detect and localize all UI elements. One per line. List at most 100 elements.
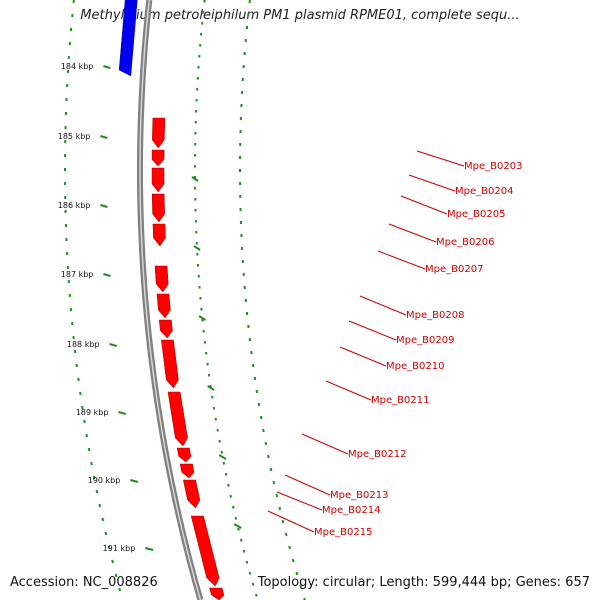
reverse-gene-arrow[interactable] (167, 391, 188, 447)
gene-label[interactable]: Mpe_B0204 (455, 186, 513, 197)
gc-dash (191, 176, 199, 182)
gc-dot (251, 582, 255, 586)
gene-label[interactable]: Mpe_B0211 (371, 395, 429, 406)
tick-mark (130, 479, 139, 483)
tick-label: 189 kbp (76, 408, 109, 417)
reverse-gene-arrow[interactable] (152, 223, 166, 247)
gc-dot (95, 489, 99, 494)
gene-leader-line (284, 474, 331, 496)
gene-leader-line (359, 295, 407, 316)
backbone-arc (137, 0, 204, 600)
gc-dot (87, 447, 91, 452)
tick-label: 186 kbp (58, 201, 91, 210)
gc-dot (239, 538, 243, 542)
gc-content-outer-track (64, 0, 122, 592)
tick-mark (103, 273, 111, 277)
skew-dot (291, 558, 295, 563)
gc-dot (90, 461, 93, 466)
reverse-gene-arrow[interactable] (161, 339, 179, 389)
gene-labels: Mpe_B0203 Mpe_B0204 Mpe_B0205 Mpe_B0206 Mpe_… (267, 150, 522, 538)
tick-label: 190 kbp (88, 476, 121, 485)
gene-label[interactable]: Mpe_B0210 (386, 361, 444, 372)
accession-text: Accession: NC_008826 (10, 575, 158, 590)
gc-dot (101, 517, 105, 522)
reverse-gene-arrow[interactable] (209, 587, 225, 600)
tick-mark (109, 343, 118, 347)
tick-label: 185 kbp (58, 132, 91, 141)
gc-dot (234, 516, 238, 520)
backbone-highlight (139, 0, 202, 600)
reverse-gene-arrow[interactable] (176, 447, 192, 463)
skew-dot (299, 584, 303, 589)
reverse-gene-arrow[interactable] (151, 193, 165, 223)
gc-dot (242, 549, 246, 553)
gc-dot (98, 503, 102, 508)
gc-dash (218, 454, 227, 460)
skew-dot (295, 571, 299, 576)
sequence-backbone (137, 0, 204, 600)
gc-dot (104, 531, 108, 536)
tick-label: 184 kbp (61, 62, 94, 71)
tick-mark (118, 411, 127, 415)
gene-label[interactable]: Mpe_B0203 (464, 161, 522, 172)
gene-leader-line (276, 491, 323, 511)
skew-dot (272, 480, 276, 485)
gene-leader-line (348, 320, 397, 341)
reverse-gene-arrow[interactable] (190, 515, 220, 587)
gc-dot (229, 494, 233, 498)
gc-dot (107, 545, 111, 550)
gene-leader-line (388, 223, 437, 243)
skew-dot (264, 441, 268, 446)
gene-label[interactable]: Mpe_B0207 (425, 264, 483, 275)
reverse-gene-arrow[interactable] (183, 479, 201, 509)
gc-dot (227, 483, 230, 487)
tick-mark (145, 547, 154, 551)
gc-dot (237, 527, 240, 531)
gene-label[interactable]: Mpe_B0213 (330, 490, 388, 501)
gene-label[interactable]: Mpe_B0212 (348, 449, 406, 460)
reverse-gene-arrow[interactable] (179, 463, 195, 479)
tick-mark (100, 204, 108, 208)
map-title: Methylibium petroleiphilum PM1 plasmid R… (80, 8, 520, 23)
gene-label[interactable]: Mpe_B0206 (436, 237, 494, 248)
reverse-gene-arrow[interactable] (152, 117, 166, 149)
tick-label: 191 kbp (103, 544, 136, 553)
gene-label[interactable]: Mpe_B0214 (322, 505, 380, 516)
gene-leader-line (408, 174, 456, 192)
skew-dot (267, 454, 270, 459)
reverse-gene-arrow[interactable] (154, 265, 169, 293)
topology-text: Topology: circular; Length: 599,444 bp; … (257, 575, 590, 590)
gc-dot (248, 571, 252, 575)
gene-leader-line (400, 195, 448, 215)
reverse-gene-arrow[interactable] (156, 293, 171, 319)
tick-label: 188 kbp (67, 340, 100, 349)
gc-dot (232, 505, 235, 509)
gene-leader-line (377, 250, 426, 270)
gc-dot (114, 573, 118, 578)
gc-dot (92, 475, 96, 480)
tick-mark (103, 65, 111, 69)
tick-label: 187 kbp (61, 270, 94, 279)
gc-dot (224, 472, 228, 476)
gene-label[interactable]: Mpe_B0208 (406, 310, 464, 321)
gene-label[interactable]: Mpe_B0205 (447, 209, 505, 220)
gene-leader-line (339, 346, 387, 367)
gene-label[interactable]: Mpe_B0215 (314, 527, 372, 538)
gc-dot (255, 593, 258, 597)
skew-dot (259, 415, 263, 420)
reverse-gene-arrow[interactable] (151, 149, 165, 167)
gene-leader-line (325, 380, 372, 401)
gc-dot (118, 587, 122, 592)
skew-dot (275, 493, 279, 498)
gene-leader-line (416, 150, 465, 167)
tick-mark (100, 135, 108, 139)
reverse-strand-genes[interactable] (151, 117, 225, 600)
gene-label[interactable]: Mpe_B0209 (396, 335, 454, 346)
forward-gene[interactable] (118, 0, 138, 77)
reverse-gene-arrow[interactable] (159, 319, 173, 339)
skew-dot (262, 428, 265, 433)
forward-strand-genes[interactable] (118, 0, 138, 77)
gene-leader-line (301, 433, 349, 455)
reverse-gene-arrow[interactable] (151, 167, 165, 193)
